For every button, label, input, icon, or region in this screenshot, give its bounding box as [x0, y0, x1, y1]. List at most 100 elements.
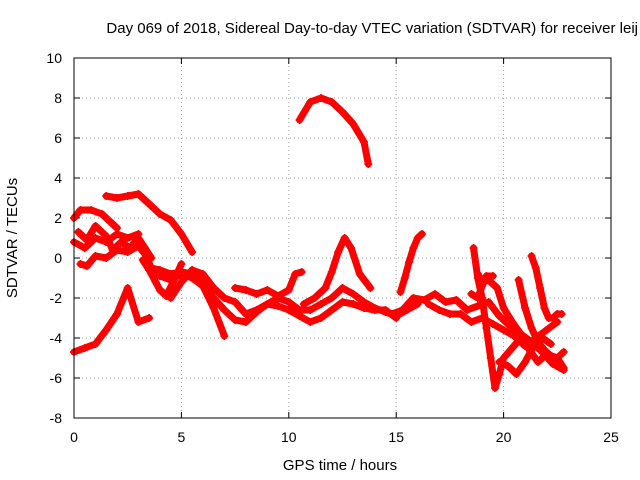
data-point-marker — [387, 310, 396, 318]
y-tick-label: 2 — [54, 210, 62, 226]
data-point-marker — [188, 248, 197, 256]
data-point-marker — [155, 210, 164, 218]
x-axis-label: GPS time / hours — [283, 457, 397, 474]
series-arc-21 — [467, 272, 497, 302]
data-point-marker — [220, 332, 229, 340]
data-point-marker — [91, 234, 100, 242]
data-point-marker — [220, 306, 229, 314]
data-point-marker — [170, 274, 179, 282]
data-point-marker — [467, 318, 476, 326]
data-point-marker — [327, 98, 336, 106]
data-point-marker — [355, 270, 364, 278]
data-point-marker — [557, 310, 566, 318]
data-point-marker — [80, 344, 89, 352]
data-point-marker — [514, 276, 523, 284]
data-point-marker — [274, 302, 283, 310]
data-point-marker — [381, 306, 390, 314]
data-point-marker — [463, 306, 472, 314]
data-point-marker — [220, 294, 229, 302]
y-tick-label: -2 — [50, 290, 63, 306]
data-point-marker — [145, 314, 154, 322]
data-point-marker — [155, 286, 164, 294]
data-point-marker — [338, 108, 347, 116]
series-arc-12 — [295, 94, 373, 168]
data-point-marker — [74, 228, 83, 236]
data-point-marker — [512, 370, 521, 378]
data-point-marker — [177, 230, 186, 238]
data-point-marker — [317, 314, 326, 322]
x-tick-label: 25 — [603, 429, 619, 445]
y-tick-label: 4 — [54, 170, 62, 186]
data-point-marker — [123, 248, 132, 256]
data-point-marker — [284, 306, 293, 314]
data-point-marker — [299, 300, 308, 308]
data-point-marker — [91, 252, 100, 260]
data-point-marker — [396, 288, 405, 296]
y-tick-label: 6 — [54, 130, 62, 146]
x-tick-label: 0 — [70, 429, 78, 445]
data-point-marker — [87, 206, 96, 214]
data-point-marker — [366, 284, 375, 292]
data-point-marker — [495, 358, 504, 366]
data-point-marker — [198, 280, 207, 288]
data-point-marker — [338, 298, 347, 306]
data-point-marker — [123, 284, 132, 292]
data-point-marker — [198, 270, 207, 278]
data-point-marker — [493, 284, 502, 292]
data-point-marker — [347, 244, 356, 252]
data-point-marker — [400, 274, 409, 282]
data-point-marker — [467, 290, 476, 298]
data-point-marker — [488, 320, 497, 328]
y-axis-label: SDTVAR / TECUs — [4, 178, 21, 298]
data-point-marker — [435, 306, 444, 314]
data-point-marker — [102, 326, 111, 334]
data-point-marker — [359, 138, 368, 146]
data-point-marker — [134, 190, 143, 198]
data-point-marker — [209, 294, 218, 302]
data-point-marker — [140, 250, 149, 258]
data-point-marker — [405, 258, 414, 266]
data-point-marker — [546, 340, 555, 348]
data-point-marker — [80, 244, 89, 252]
data-point-marker — [297, 268, 306, 276]
data-point-marker — [76, 260, 85, 268]
data-point-marker — [413, 234, 422, 242]
data-point-marker — [546, 352, 555, 360]
data-point-marker — [521, 304, 530, 312]
series-arc-19 — [527, 252, 566, 322]
data-point-marker — [145, 200, 154, 208]
data-point-marker — [420, 296, 429, 304]
data-point-marker — [252, 308, 261, 316]
data-point-marker — [327, 294, 336, 302]
data-point-marker — [112, 246, 121, 254]
data-point-marker — [291, 270, 300, 278]
data-point-marker — [538, 334, 547, 342]
data-point-marker — [533, 358, 542, 366]
data-point-marker — [231, 284, 240, 292]
data-point-marker — [155, 272, 164, 280]
data-point-marker — [310, 294, 319, 302]
data-point-marker — [91, 340, 100, 348]
data-point-marker — [334, 248, 343, 256]
data-point-marker — [478, 282, 487, 290]
data-point-marker — [364, 160, 373, 168]
data-point-marker — [349, 290, 358, 298]
data-point-marker — [166, 216, 175, 224]
data-point-marker — [456, 310, 465, 318]
data-point-marker — [521, 358, 530, 366]
data-point-marker — [112, 310, 121, 318]
data-point-marker — [117, 238, 126, 246]
data-point-marker — [417, 230, 426, 238]
data-point-marker — [327, 306, 336, 314]
data-point-marker — [445, 310, 454, 318]
data-point-marker — [76, 206, 85, 214]
data-point-marker — [177, 260, 186, 268]
data-point-marker — [349, 300, 358, 308]
data-point-marker — [508, 344, 517, 352]
data-point-marker — [209, 284, 218, 292]
data-point-marker — [510, 332, 519, 340]
y-tick-label: 0 — [54, 250, 62, 266]
data-point-marker — [486, 354, 495, 362]
data-point-marker — [559, 364, 568, 372]
